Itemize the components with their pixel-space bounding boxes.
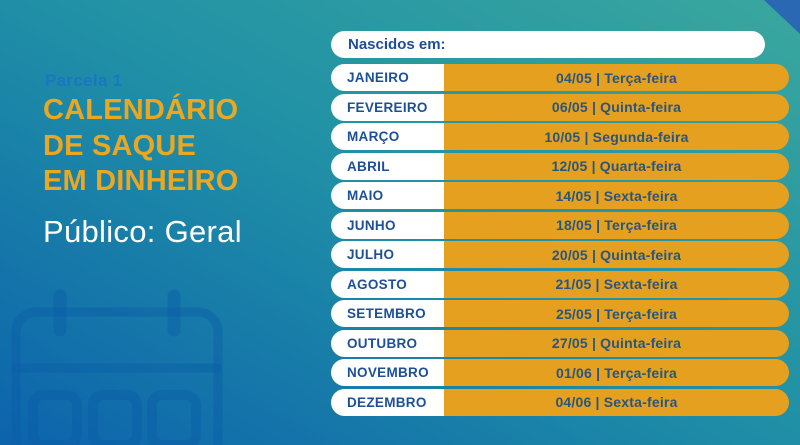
table-row: MARÇO 10/05 | Segunda-feira xyxy=(331,123,789,150)
month-label: JULHO xyxy=(347,247,395,262)
month-label: DEZEMBRO xyxy=(347,394,427,410)
date-label: 10/05 | Segunda-feira xyxy=(544,128,689,145)
corner-accent-triangle xyxy=(764,0,800,34)
date-cell: 10/05 | Segunda-feira xyxy=(444,123,789,150)
title-line-3: EM DINHEIRO xyxy=(43,165,239,197)
month-cell: OUTUBRO xyxy=(331,329,444,357)
month-label: JUNHO xyxy=(347,217,396,233)
month-cell: MAIO xyxy=(331,182,444,209)
date-cell: 25/05 | Terça-feira xyxy=(444,300,789,327)
date-label: 18/05 | Terça-feira xyxy=(555,217,678,233)
month-label: JANEIRO xyxy=(347,70,410,85)
date-label: 20/05 | Quinta-feira xyxy=(551,246,682,263)
month-cell: JULHO xyxy=(331,241,444,268)
month-cell: FEVEREIRO xyxy=(331,93,444,121)
month-cell: NOVEMBRO xyxy=(331,359,444,386)
date-label: 12/05 | Quarta-feira xyxy=(551,158,682,174)
month-label: ABRIL xyxy=(347,158,390,174)
date-cell: 14/05 | Sexta-feira xyxy=(444,182,789,209)
date-cell: 21/05 | Sexta-feira xyxy=(444,270,789,298)
month-cell: JANEIRO xyxy=(331,64,444,91)
date-cell: 18/05 | Terça-feira xyxy=(444,211,789,239)
date-cell: 04/06 | Sexta-feira xyxy=(444,388,789,416)
date-cell: 20/05 | Quinta-feira xyxy=(444,241,789,268)
date-label: 01/06 | Terça-feira xyxy=(555,364,678,381)
date-label: 06/05 | Quinta-feira xyxy=(551,99,682,115)
month-label: MARÇO xyxy=(347,129,400,144)
table-row: DEZEMBRO 04/06 | Sexta-feira xyxy=(331,388,789,416)
table-row: JUNHO 18/05 | Terça-feira xyxy=(331,211,789,239)
month-cell: ABRIL xyxy=(331,152,444,180)
table-row: OUTUBRO 27/05 | Quinta-feira xyxy=(331,329,789,357)
table-row: NOVEMBRO 01/06 | Terça-feira xyxy=(331,359,789,386)
month-cell: JUNHO xyxy=(331,211,444,239)
month-label: SETEMBRO xyxy=(347,306,426,321)
date-label: 14/05 | Sexta-feira xyxy=(555,187,678,204)
date-label: 04/05 | Terça-feira xyxy=(555,69,678,86)
date-cell: 04/05 | Terça-feira xyxy=(444,64,789,91)
table-row: AGOSTO 21/05 | Sexta-feira xyxy=(331,270,789,298)
table-header: Nascidos em: xyxy=(331,31,765,58)
month-label: FEVEREIRO xyxy=(347,99,428,115)
month-cell: MARÇO xyxy=(331,123,444,150)
date-label: 04/06 | Sexta-feira xyxy=(555,394,678,410)
table-row: MAIO 14/05 | Sexta-feira xyxy=(331,182,789,209)
audience-subtitle: Público: Geral xyxy=(43,214,242,249)
page-title: CALENDÁRIO DE SAQUE EM DINHEIRO xyxy=(43,93,239,200)
date-cell: 27/05 | Quinta-feira xyxy=(444,329,789,357)
table-row: ABRIL 12/05 | Quarta-feira xyxy=(331,152,789,180)
calendar-rows: JANEIRO 04/05 | Terça-feira FEVEREIRO 06… xyxy=(331,64,789,416)
month-label: NOVEMBRO xyxy=(347,365,429,380)
title-line-2: DE SAQUE xyxy=(43,129,197,162)
date-cell: 06/05 | Quinta-feira xyxy=(444,93,789,121)
month-cell: DEZEMBRO xyxy=(331,388,444,416)
date-label: 27/05 | Quinta-feira xyxy=(551,335,682,351)
month-cell: SETEMBRO xyxy=(331,300,444,327)
month-label: MAIO xyxy=(347,188,384,203)
table-row: SETEMBRO 25/05 | Terça-feira xyxy=(331,300,789,327)
month-label: AGOSTO xyxy=(347,276,408,292)
month-label: OUTUBRO xyxy=(347,335,418,351)
table-row: JANEIRO 04/05 | Terça-feira xyxy=(331,64,789,91)
calendar-icon xyxy=(11,289,223,445)
month-cell: AGOSTO xyxy=(331,270,444,298)
title-line-1: CALENDÁRIO xyxy=(43,94,239,126)
kicker-label: Parcela 1 xyxy=(45,71,123,90)
date-cell: 01/06 | Terça-feira xyxy=(444,359,789,386)
table-header-label: Nascidos em: xyxy=(348,36,446,53)
date-label: 25/05 | Terça-feira xyxy=(555,305,678,322)
date-cell: 12/05 | Quarta-feira xyxy=(444,152,789,180)
date-label: 21/05 | Sexta-feira xyxy=(555,276,678,292)
table-row: JULHO 20/05 | Quinta-feira xyxy=(331,241,789,268)
table-row: FEVEREIRO 06/05 | Quinta-feira xyxy=(331,93,789,121)
